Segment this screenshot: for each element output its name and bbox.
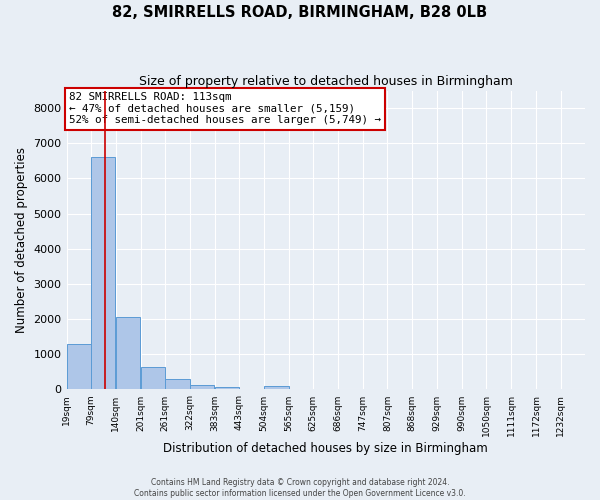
Title: Size of property relative to detached houses in Birmingham: Size of property relative to detached ho… (139, 75, 513, 88)
Bar (116, 316, 140, 390)
Bar (215, 386, 239, 390)
Text: 82 SMIRRELLS ROAD: 113sqm
← 47% of detached houses are smaller (5,159)
52% of se: 82 SMIRRELLS ROAD: 113sqm ← 47% of detac… (69, 92, 381, 126)
Text: Contains HM Land Registry data © Crown copyright and database right 2024.
Contai: Contains HM Land Registry data © Crown c… (134, 478, 466, 498)
Bar (67, 344, 91, 390)
Bar (264, 386, 289, 390)
X-axis label: Distribution of detached houses by size in Birmingham: Distribution of detached houses by size … (163, 442, 488, 455)
Bar (190, 385, 214, 390)
Bar (140, 366, 165, 390)
Text: 82, SMIRRELLS ROAD, BIRMINGHAM, B28 0LB: 82, SMIRRELLS ROAD, BIRMINGHAM, B28 0LB (112, 5, 488, 20)
Y-axis label: Number of detached properties: Number of detached properties (15, 147, 28, 333)
Bar (165, 380, 190, 390)
Bar (91, 158, 115, 390)
